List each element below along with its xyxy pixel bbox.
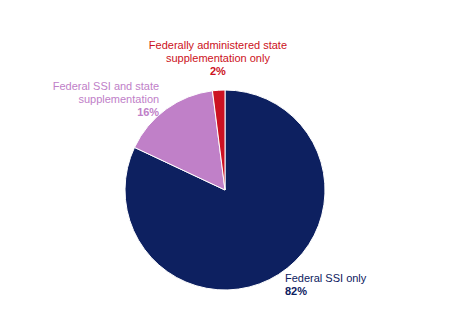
slice-label: Federal SSI and statesupplementation16% [53, 80, 160, 118]
slice-label: Federal SSI only82% [285, 272, 367, 297]
slice-label-name: supplementation [78, 93, 159, 105]
labels: Federal SSI only82% Federal SSI and state… [53, 39, 367, 296]
slice-label: Federally administered statesupplementat… [149, 39, 287, 77]
pie-slice [135, 91, 225, 190]
pie [125, 90, 325, 290]
slice-label-value: 82% [285, 285, 307, 297]
slice-label-value: 16% [137, 106, 159, 118]
pie-slice [212, 90, 225, 190]
pie-slice [125, 90, 325, 290]
slice-label-value: 2% [210, 65, 226, 77]
slice-label-name: Federal SSI and state [53, 80, 159, 92]
slice-label-name: Federal SSI only [285, 272, 367, 284]
slice-label-name: supplementation only [166, 52, 270, 64]
chart: Federal SSI only82% Federal SSI and state… [0, 0, 450, 315]
slice-label-name: Federally administered state [149, 39, 287, 51]
